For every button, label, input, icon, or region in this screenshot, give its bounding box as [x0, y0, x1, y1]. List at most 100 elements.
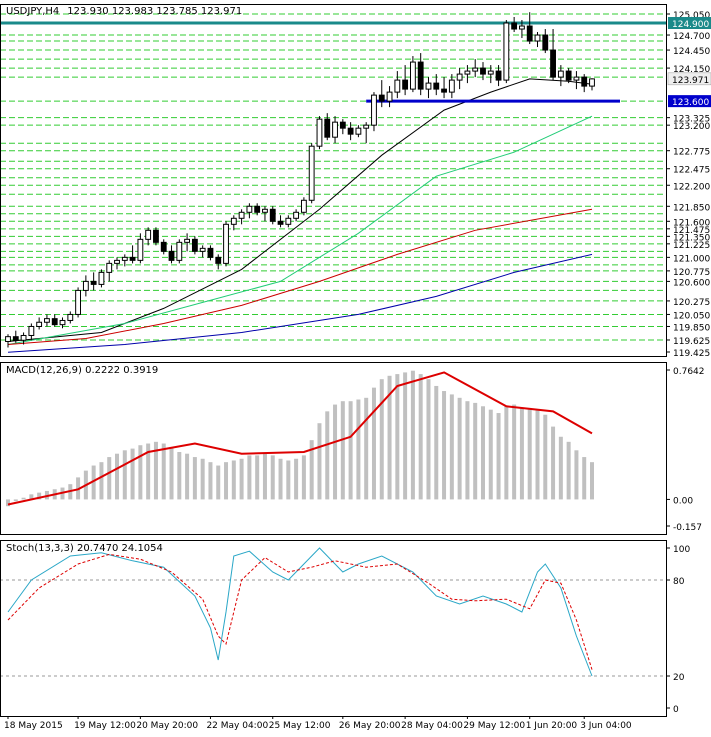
time-tick-label: 28 May 04:00	[401, 721, 463, 731]
moving-average-line	[7, 253, 593, 353]
macd-bar	[6, 499, 10, 507]
price-tick-label: 119.425	[673, 349, 710, 359]
macd-tick-label: 0.00	[673, 496, 693, 506]
candle-body	[293, 211, 300, 219]
macd-bar	[340, 401, 345, 500]
candle-body	[316, 118, 323, 147]
macd-bar	[465, 401, 470, 500]
time-tick-label: 29 May 12:00	[463, 721, 525, 731]
current-price-label: 123.971	[672, 76, 709, 86]
time-tick-label: 1 Jun 20:00	[526, 721, 578, 731]
candle-body	[230, 217, 237, 225]
time-tick-label: 26 May 20:00	[339, 721, 401, 731]
price-tick-label: 122.775	[673, 148, 710, 158]
macd-bar	[200, 458, 205, 500]
candle-body	[277, 220, 284, 225]
macd-bar	[418, 374, 423, 500]
candle-body	[487, 70, 494, 75]
candle-body	[191, 238, 198, 252]
symbol-header: USDJPY,H4 123.930 123.983 123.785 123.971	[6, 6, 242, 17]
candle-body	[269, 208, 276, 222]
candle-body	[464, 70, 471, 75]
stoch-tick-label: 80	[673, 577, 685, 587]
price-tick-label: 121.350	[673, 233, 710, 243]
candle-body	[480, 67, 486, 75]
macd-bar	[278, 458, 283, 500]
price-tick-label: 121.225	[673, 241, 710, 251]
macd-bar	[301, 455, 306, 500]
stoch-tick-label: 0	[673, 705, 679, 715]
price-tag-bg	[668, 95, 711, 108]
candle-body	[300, 199, 307, 213]
stoch-signal-line	[7, 553, 593, 670]
candle-body	[262, 208, 268, 213]
macd-bar	[107, 457, 112, 500]
macd-bar	[255, 455, 260, 500]
macd-bar	[371, 387, 376, 500]
panel-frame	[0, 540, 667, 717]
price-tag-label: 123.600	[672, 98, 709, 108]
macd-bar	[480, 406, 485, 500]
price-tick-label: 122.200	[673, 182, 710, 192]
moving-average-line	[7, 78, 593, 342]
moving-average-line	[7, 115, 593, 345]
macd-signal-line	[7, 371, 593, 506]
price-tick-label: 120.275	[673, 298, 710, 308]
ohlc-label: 123.930 123.983 123.785 123.971	[67, 6, 242, 17]
candle-body	[581, 76, 588, 87]
price-tick-label: 121.000	[673, 254, 710, 264]
macd-bar	[582, 457, 587, 500]
stoch-label: Stoch(13,3,3) 20.7470 24.1054	[6, 543, 163, 554]
price-tick-label: 121.850	[673, 203, 710, 213]
candle-body	[308, 145, 315, 201]
candle-body	[153, 229, 159, 243]
price-tick-label: 119.850	[673, 323, 710, 333]
candle-body	[441, 88, 447, 93]
candle-body	[145, 229, 152, 240]
macd-bar	[457, 397, 462, 500]
macd-bar	[566, 441, 571, 500]
macd-bar	[270, 455, 275, 500]
macd-bar	[247, 455, 252, 500]
macd-bar	[130, 448, 135, 500]
candle-body	[565, 70, 572, 81]
candle-body	[215, 256, 222, 264]
candle-body	[456, 73, 463, 81]
candle-body	[246, 205, 253, 213]
candle-body	[495, 70, 502, 81]
macd-bar	[551, 426, 556, 500]
macd-bar	[449, 394, 454, 500]
price-tick-label: 125.050	[673, 11, 710, 21]
macd-bar	[527, 407, 532, 500]
panel-frame	[0, 4, 667, 357]
candle-body	[121, 256, 128, 261]
macd-bar	[208, 462, 213, 500]
time-tick-label: 18 May 2015	[4, 721, 63, 731]
candle-body	[254, 205, 261, 213]
price-tick-label: 120.050	[673, 311, 710, 321]
macd-bar	[590, 462, 594, 500]
candle-body	[557, 70, 564, 78]
macd-bar	[356, 399, 361, 500]
macd-bar	[115, 453, 120, 500]
candle-body	[425, 82, 432, 90]
price-tick-label: 124.700	[673, 32, 710, 42]
macd-bar	[21, 497, 26, 500]
price-tick-label: 124.450	[673, 47, 710, 57]
macd-bar	[574, 450, 579, 500]
time-tick-label: 3 Jun 04:00	[580, 721, 632, 731]
macd-bar	[317, 423, 322, 500]
price-tick-label: 121.600	[673, 218, 710, 228]
horizontal-lines	[0, 21, 666, 103]
candle-body	[448, 79, 455, 93]
macd-bar	[364, 397, 369, 500]
macd-bar	[169, 446, 174, 500]
candle-body	[394, 79, 401, 93]
candle-body	[386, 91, 393, 102]
symbol-label: USDJPY,H4	[6, 6, 59, 17]
candle-body	[519, 25, 525, 30]
macd-bar	[519, 407, 524, 500]
